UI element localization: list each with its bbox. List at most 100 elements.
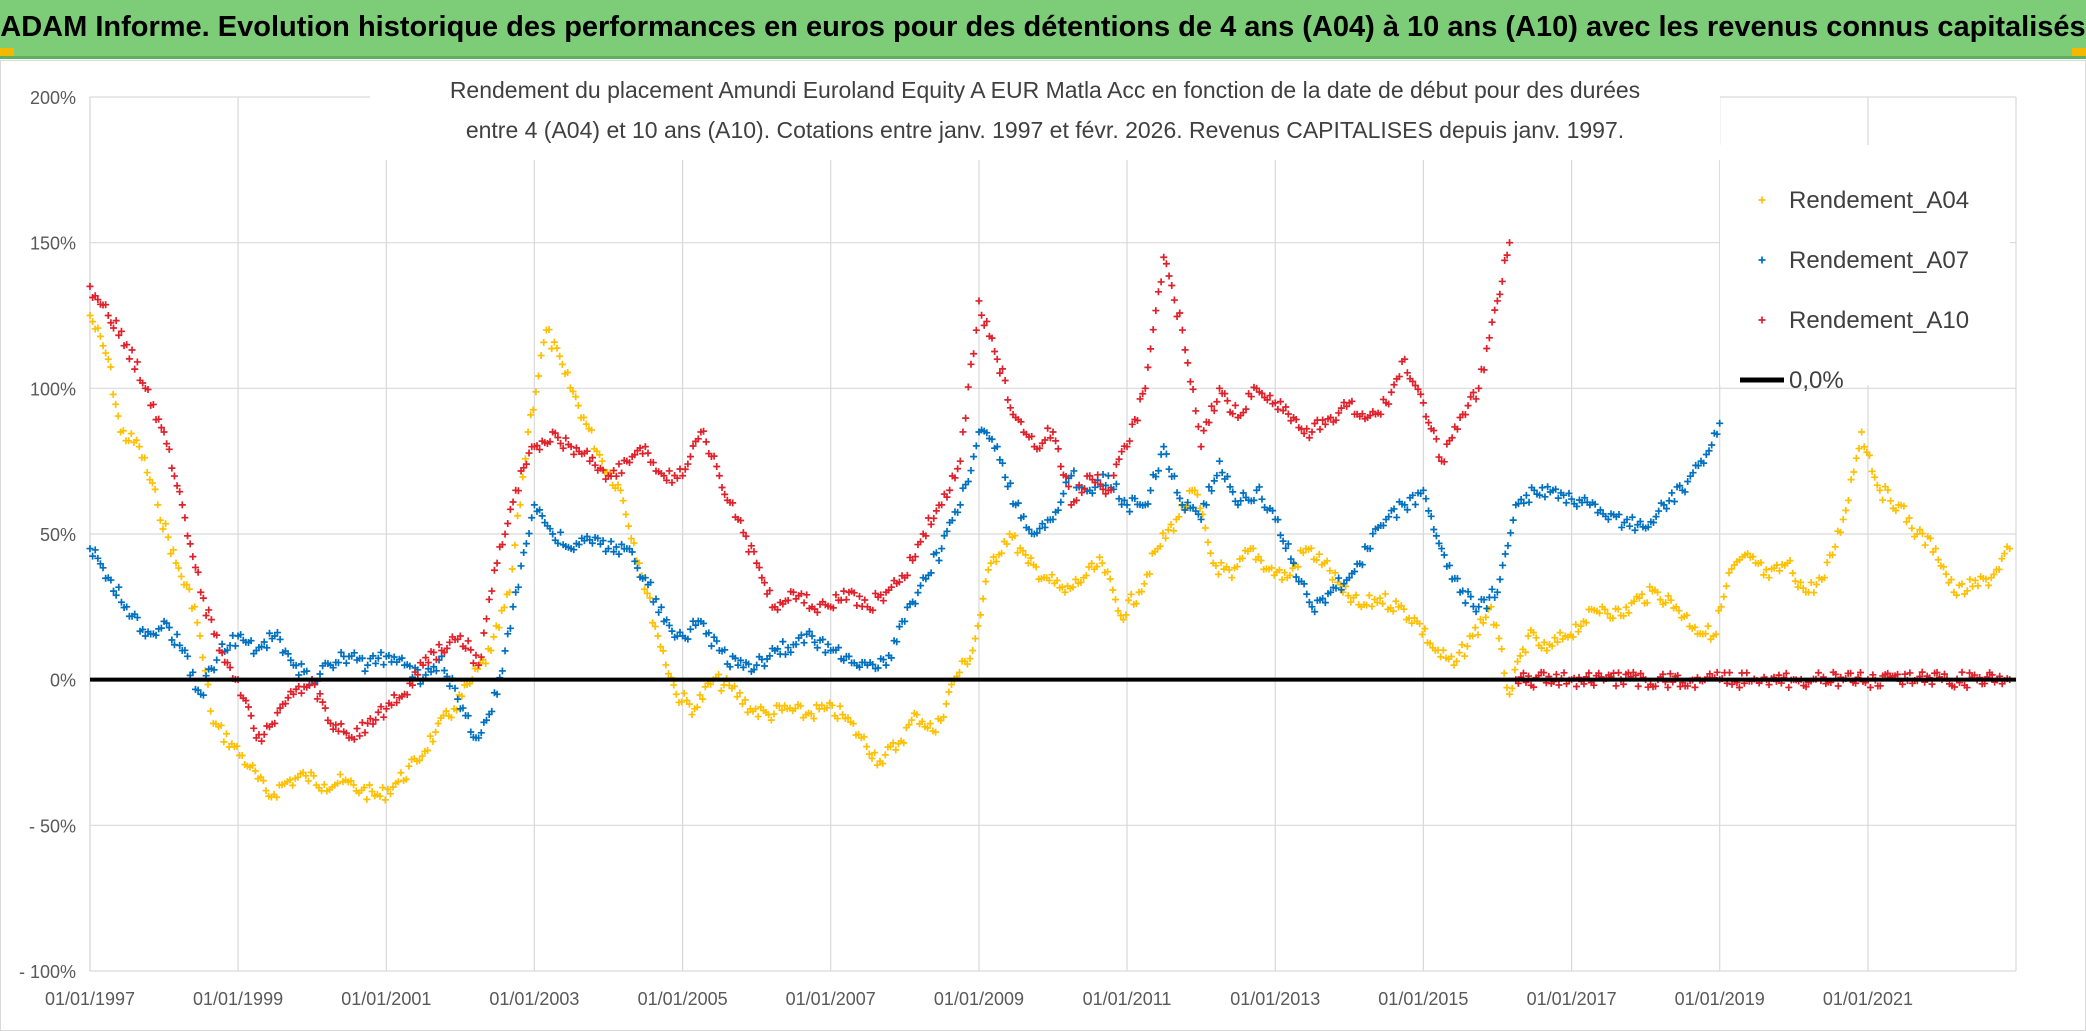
data-point bbox=[1178, 501, 1186, 509]
data-point-fill bbox=[1409, 377, 1417, 385]
data-point-fill bbox=[1017, 418, 1025, 426]
data-point-fill bbox=[1552, 485, 1560, 493]
data-point-fill bbox=[380, 661, 388, 669]
data-point-fill bbox=[462, 644, 470, 652]
data-point-fill bbox=[1125, 596, 1133, 604]
data-point bbox=[1197, 515, 1205, 523]
data-point bbox=[1450, 661, 1458, 669]
data-point-fill bbox=[1644, 523, 1652, 531]
data-point-fill bbox=[1053, 577, 1061, 585]
data-point-fill bbox=[1237, 497, 1245, 505]
data-point-fill bbox=[529, 406, 537, 414]
data-point-fill bbox=[1193, 491, 1201, 499]
data-point-fill bbox=[1385, 513, 1393, 521]
data-point-fill bbox=[1167, 521, 1175, 529]
data-point-fill bbox=[1165, 465, 1173, 473]
data-point bbox=[524, 428, 532, 436]
data-point-fill bbox=[784, 644, 792, 652]
data-point-fill bbox=[520, 549, 528, 557]
data-point-fill bbox=[251, 767, 259, 775]
data-point-fill bbox=[169, 546, 177, 554]
data-point-fill bbox=[1421, 625, 1429, 633]
data-point-fill bbox=[157, 624, 165, 632]
data-point-fill bbox=[1078, 489, 1086, 497]
data-point-fill bbox=[1577, 622, 1585, 630]
data-point-fill bbox=[1425, 507, 1433, 515]
data-point-fill bbox=[1847, 669, 1855, 677]
data-point-fill bbox=[1459, 587, 1467, 595]
data-point-fill bbox=[1636, 518, 1644, 526]
data-point-fill bbox=[1508, 684, 1516, 692]
data-point-fill bbox=[1223, 397, 1231, 405]
data-point-fill bbox=[1255, 483, 1263, 491]
data-point-fill bbox=[1170, 527, 1178, 535]
data-point-fill bbox=[500, 603, 508, 611]
data-point-fill bbox=[454, 635, 462, 643]
data-point-fill bbox=[1151, 548, 1159, 556]
data-point-fill bbox=[1453, 575, 1461, 583]
data-point-fill bbox=[892, 746, 900, 754]
data-point-fill bbox=[1387, 388, 1395, 396]
data-point-fill bbox=[1390, 505, 1398, 513]
data-point bbox=[975, 297, 983, 305]
data-point-fill bbox=[1789, 569, 1797, 577]
data-point-fill bbox=[1958, 580, 1966, 588]
data-point-fill bbox=[1208, 487, 1216, 495]
data-point-fill bbox=[1352, 591, 1360, 599]
data-point-fill bbox=[792, 640, 800, 648]
data-point-fill bbox=[701, 683, 709, 691]
data-point-fill bbox=[1181, 346, 1189, 354]
data-point-fill bbox=[89, 318, 97, 326]
data-point-fill bbox=[262, 787, 270, 795]
data-point-fill bbox=[1842, 506, 1850, 514]
data-point-fill bbox=[117, 327, 125, 335]
x-tick-label: 01/01/2003 bbox=[489, 989, 579, 1009]
data-point-fill bbox=[509, 603, 517, 611]
data-point-fill bbox=[1112, 480, 1120, 488]
data-point-fill bbox=[713, 462, 721, 470]
data-point-fill bbox=[1337, 404, 1345, 412]
data-point-fill bbox=[1562, 499, 1570, 507]
data-point-fill bbox=[294, 773, 302, 781]
data-point-fill bbox=[1409, 491, 1417, 499]
data-point-fill bbox=[1675, 607, 1683, 615]
data-point-fill bbox=[1004, 396, 1012, 404]
data-point-fill bbox=[1189, 385, 1197, 393]
data-point-fill bbox=[1173, 489, 1181, 497]
data-point-fill bbox=[429, 738, 437, 746]
data-point-fill bbox=[1440, 551, 1448, 559]
data-point-fill bbox=[951, 474, 959, 482]
data-point-fill bbox=[1205, 419, 1213, 427]
data-point bbox=[1178, 326, 1186, 334]
data-point-fill bbox=[482, 660, 490, 668]
data-point-fill bbox=[1906, 669, 1914, 677]
data-point-fill bbox=[1911, 533, 1919, 541]
data-point-fill bbox=[258, 643, 266, 651]
data-point-fill bbox=[1305, 598, 1313, 606]
data-point bbox=[1061, 588, 1069, 596]
data-point-fill bbox=[1014, 499, 1022, 507]
data-point-fill bbox=[1427, 512, 1435, 520]
data-point-fill bbox=[1390, 381, 1398, 389]
data-point-fill bbox=[485, 595, 493, 603]
data-point-fill bbox=[688, 711, 696, 719]
data-point-fill bbox=[193, 619, 201, 627]
data-point-fill bbox=[850, 589, 858, 597]
data-point-fill bbox=[1254, 553, 1262, 561]
data-point-fill bbox=[905, 721, 913, 729]
data-point-fill bbox=[483, 716, 491, 724]
data-point-fill bbox=[1504, 542, 1512, 550]
data-point-fill bbox=[564, 368, 572, 376]
data-point-fill bbox=[1928, 680, 1936, 688]
data-point-fill bbox=[626, 458, 634, 466]
data-point-fill bbox=[1852, 454, 1860, 462]
data-point-fill bbox=[655, 608, 663, 616]
data-point-fill bbox=[1455, 649, 1463, 657]
data-point-fill bbox=[895, 623, 903, 631]
data-point-fill bbox=[96, 332, 104, 340]
data-point-fill bbox=[1782, 669, 1790, 677]
data-point-fill bbox=[1417, 390, 1425, 398]
data-point-fill bbox=[1974, 582, 1982, 590]
data-point-fill bbox=[1343, 576, 1351, 584]
data-point-fill bbox=[873, 761, 881, 769]
